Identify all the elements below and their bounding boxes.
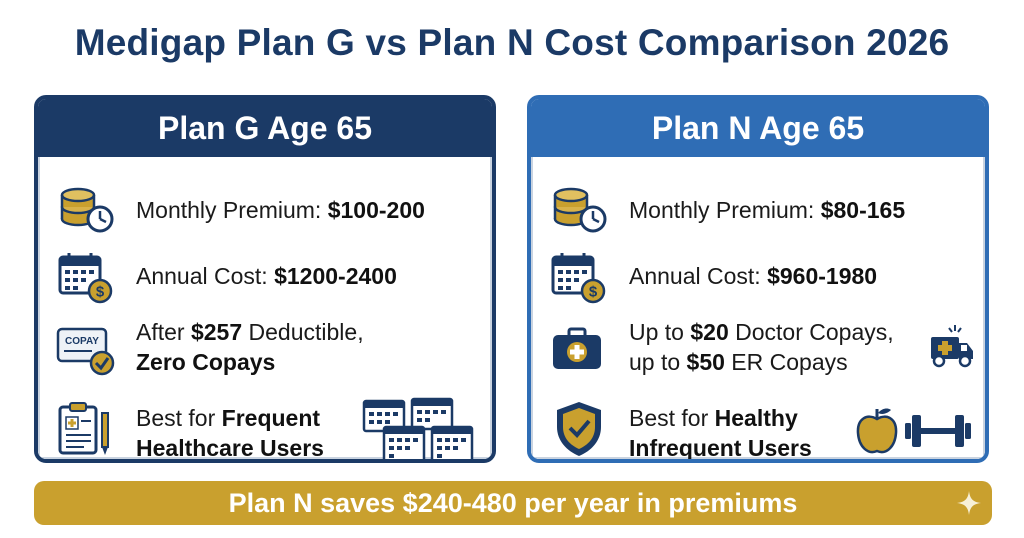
plan-g-card: Plan G Age 65 Monthly Premium: $100-200 (34, 95, 496, 463)
plan-n-annual-label: Annual Cost: (629, 263, 768, 289)
medical-clipboard-icon (58, 402, 109, 455)
apple-icon (856, 408, 898, 454)
plan-n-annual-value: $960-1980 (767, 263, 878, 289)
plan-g-annual-row: $ Annual Cost: $1200-2400 (40, 241, 490, 321)
plan-g-deductible-row: COPAY After $257 Deductible, Zero Copays (40, 311, 490, 391)
copay-card-icon: COPAY (56, 327, 115, 376)
plan-g-monthly-row: Monthly Premium: $100-200 (40, 169, 490, 249)
plan-n-card: Plan N Age 65 Monthly Premium: $80-165 (527, 95, 989, 463)
plan-n-monthly-label: Monthly Premium: (629, 197, 821, 223)
plan-n-annual-row: $ Annual Cost: $960-1980 (533, 241, 983, 321)
plan-g-body: Monthly Premium: $100-200 $ Annual Cost:… (38, 157, 492, 459)
plan-n-body: Monthly Premium: $80-165 $ Annual Cost: … (531, 157, 985, 459)
plan-g-zero-copays: Zero Copays (136, 349, 276, 375)
ambulance-icon (931, 325, 973, 368)
plan-n-best-row: Best for Healthy Infrequent Users (533, 391, 983, 459)
savings-banner-text: Plan N saves $240-480 per year in premiu… (228, 487, 798, 518)
calendar-dollar-icon: $ (551, 253, 606, 304)
plan-g-best-row: Best for Frequent Healthcare Users (40, 391, 490, 459)
page-title: Medigap Plan G vs Plan N Cost Comparison… (74, 22, 950, 63)
plan-n-monthly-row: Monthly Premium: $80-165 (533, 169, 983, 249)
plan-n-copay-row: Up to $20 Doctor Copays, up to $50 ER Co… (533, 311, 983, 391)
dumbbell-icon (905, 415, 971, 447)
svg-text:$: $ (96, 284, 105, 301)
plan-g-annual-value: $1200-2400 (274, 263, 397, 289)
shield-check-icon (557, 402, 601, 456)
coins-clock-icon (553, 187, 607, 233)
sparkle-icon (957, 491, 981, 515)
plan-g-annual-label: Annual Cost: (136, 263, 275, 289)
coins-clock-icon (60, 187, 114, 233)
plan-g-monthly-label: Monthly Premium: (136, 197, 328, 223)
plan-n-header: Plan N Age 65 (531, 99, 985, 157)
plan-g-monthly-value: $100-200 (327, 197, 425, 223)
first-aid-kit-icon (553, 327, 601, 369)
plan-n-monthly-value: $80-165 (820, 197, 906, 223)
svg-text:$: $ (589, 284, 598, 301)
svg-text:COPAY: COPAY (65, 336, 99, 347)
calendar-dollar-icon: $ (58, 253, 113, 304)
plan-g-header: Plan G Age 65 (38, 99, 492, 157)
calendars-icon (362, 397, 474, 459)
savings-banner: Plan N saves $240-480 per year in premiu… (34, 481, 992, 525)
